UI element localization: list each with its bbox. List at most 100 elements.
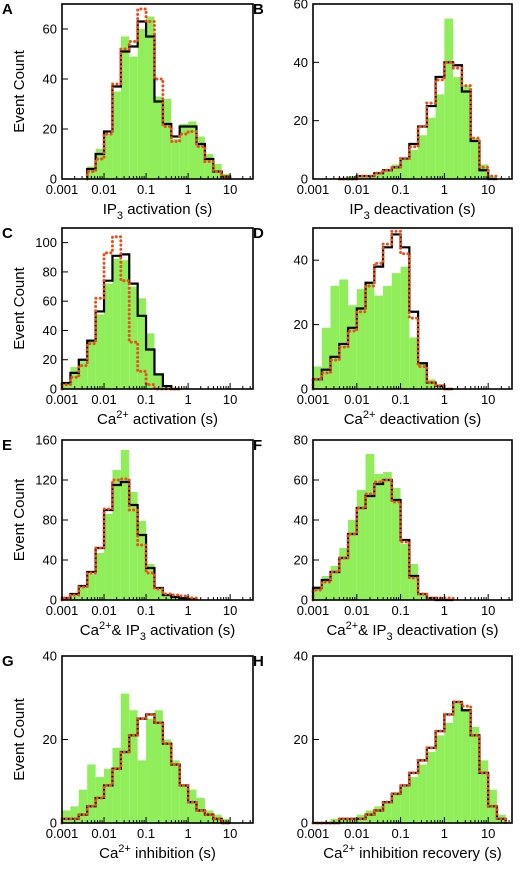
histogram-bar [70,806,79,823]
x-tick-label: 0.001 [297,182,330,197]
histogram-bar [426,379,436,389]
y-tick-label: 40 [43,323,57,338]
y-tick-label: 0 [301,593,308,608]
y-tick-label: 80 [43,513,57,528]
histogram-bar [120,36,130,179]
histogram-bar [196,136,205,179]
x-tick-label: 0.01 [344,182,369,197]
histogram-bar [188,121,197,179]
y-tick-label: 60 [294,0,308,12]
panel-h: 0.001 0.01 0.1 1 10 0 20 40 H Ca2+ inhibition rec… [253,649,513,862]
panel-a: 0.001 0.01 0.1 1 10 0 20 40 60 A Event Count IP3 ac… [2,1,254,222]
histogram-bar [95,553,105,600]
y-tick-label: 20 [294,317,308,332]
histogram-bar [154,374,163,389]
histogram-bar [146,16,155,179]
x-tick-label: 1 [184,603,191,618]
y-tick-label: 160 [35,433,57,448]
x-tick-label: 1 [441,826,448,841]
x-tick-label: 0.1 [137,392,155,407]
histogram-bar [112,470,121,600]
y-tick-label: 100 [35,235,57,250]
histogram-bar [146,333,155,389]
histogram-bar [330,566,340,600]
x-tick-label: 0.01 [91,826,116,841]
histogram-bar [204,810,214,823]
histogram-bar [470,138,480,179]
fit-dotted-line [60,235,182,391]
histogram-bar [87,166,96,179]
histogram-bar [179,124,189,179]
panel-letter: F [253,437,262,454]
y-axis-label: Event Count [11,697,28,780]
x-tick-label: 1 [441,392,448,407]
histogram-bar [162,386,172,389]
x-tick-label: 1 [184,826,191,841]
histogram-bar [78,789,88,823]
y-tick-label: 20 [294,113,308,128]
x-tick-label: 10 [481,392,495,407]
histogram-bar [444,18,454,180]
y-tick-label: 0 [50,816,57,831]
histogram-bar [104,768,113,823]
y-tick-label: 0 [301,172,308,187]
histogram-bar [400,785,410,823]
histogram-bar [321,327,331,389]
x-tick-label: 0.001 [297,603,330,618]
histogram-bar [120,260,130,389]
y-tick-label: 0 [50,382,57,397]
histogram-bar [95,314,105,389]
x-axis-label: Ca2+ deactivation (s) [344,409,482,428]
y-tick-label: 60 [43,294,57,309]
histogram-bar [87,574,96,600]
histogram-bar [409,149,419,179]
histogram-bar [356,176,366,179]
y-tick-label: 0 [301,816,308,831]
y-tick-label: 60 [294,473,308,488]
x-tick-label: 0.001 [46,392,79,407]
x-tick-label: 0.01 [344,826,369,841]
x-tick-label: 0.1 [392,826,410,841]
x-axis-label: Ca2+ inhibition (s) [99,843,216,862]
x-axis-label: Ca2+ activation (s) [97,409,218,428]
histogram-bar [154,96,163,179]
x-tick-label: 1 [441,182,448,197]
histogram-bar [444,722,454,823]
panel-letter: A [2,1,13,18]
histogram-bar [95,777,105,823]
histogram-bar [129,710,138,823]
x-axis-label: IP3 deactivation (s) [349,201,475,222]
histogram-bar [171,760,180,823]
histogram-bar [179,785,189,823]
histogram-bar [313,366,322,389]
plot-frame [312,227,513,390]
histogram-bar [374,474,384,600]
histogram-bar [383,472,392,600]
histogram-bar [339,548,349,600]
x-tick-label: 0.001 [46,182,79,197]
histogram-bar [356,490,366,600]
model-step-line [86,20,232,179]
panel-letter: C [2,225,13,242]
fit-dotted-line [60,477,199,602]
histogram-bar [171,139,180,179]
histogram-bar [137,521,147,600]
x-tick-label: 10 [223,603,237,618]
fit-dotted-line [60,712,232,825]
histogram-bar [162,739,172,823]
panel-b: 0.001 0.01 0.1 1 10 0 20 40 60 B IP3 deactivation … [253,0,513,222]
histogram-bar [365,810,375,823]
histogram-bar [104,283,113,389]
histogram-bar [365,454,375,600]
x-tick-label: 1 [441,603,448,618]
y-axis-label: Event Count [11,478,28,561]
y-tick-label: 40 [294,513,308,528]
y-tick-label: 60 [43,22,57,37]
x-tick-label: 0.01 [91,392,116,407]
histogram-bar [120,693,130,823]
x-tick-label: 0.1 [137,826,155,841]
x-tick-label: 10 [223,826,237,841]
histogram-bar [129,286,138,389]
histogram-bar [348,305,357,389]
